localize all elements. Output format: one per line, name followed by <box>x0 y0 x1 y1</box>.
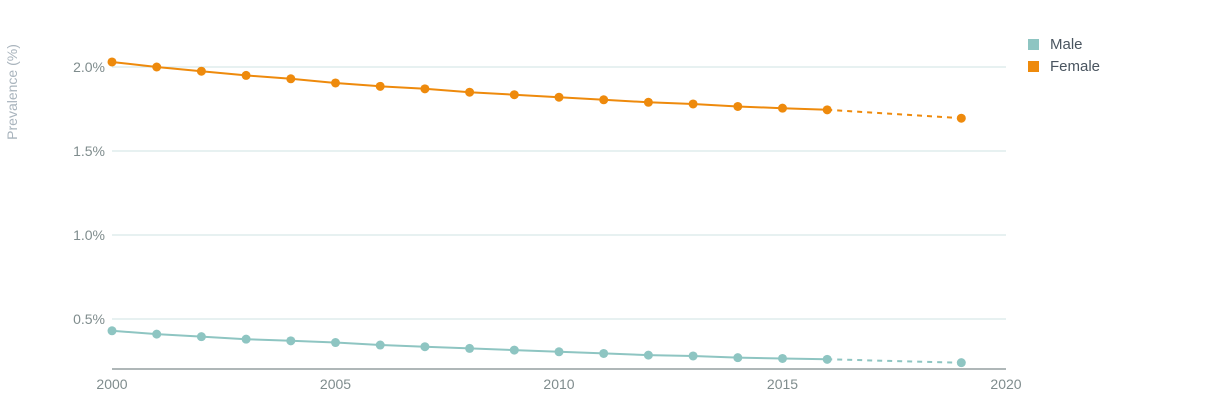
y-tick-label: 1.0% <box>73 227 105 243</box>
data-point-male[interactable] <box>822 354 832 364</box>
y-tick-label: 2.0% <box>73 59 105 75</box>
data-point-male[interactable] <box>152 329 162 339</box>
data-point-female[interactable] <box>956 113 966 123</box>
data-point-female[interactable] <box>465 87 475 97</box>
series-line-female <box>111 61 828 111</box>
data-point-male[interactable] <box>956 358 966 368</box>
legend-label-male: Male <box>1050 35 1083 53</box>
legend-item-male[interactable]: Male <box>1028 33 1100 55</box>
y-tick-label: 1.5% <box>73 143 105 159</box>
data-point-male[interactable] <box>733 353 743 363</box>
data-point-female[interactable] <box>733 101 743 111</box>
data-point-female[interactable] <box>286 74 296 84</box>
data-point-male[interactable] <box>420 342 430 352</box>
data-point-male[interactable] <box>554 347 564 357</box>
x-tick-label: 2020 <box>990 376 1021 392</box>
data-point-male[interactable] <box>509 345 519 355</box>
data-point-female[interactable] <box>778 103 787 113</box>
x-tick-label: 2005 <box>320 376 351 392</box>
data-point-female[interactable] <box>107 57 117 67</box>
data-point-female[interactable] <box>196 66 206 76</box>
legend-item-female[interactable]: Female <box>1028 55 1100 77</box>
data-point-male[interactable] <box>286 336 296 346</box>
data-point-male[interactable] <box>778 353 787 363</box>
data-point-male[interactable] <box>196 332 206 342</box>
data-point-female[interactable] <box>822 105 832 115</box>
data-point-female[interactable] <box>331 78 340 88</box>
legend-swatch-female <box>1028 60 1039 72</box>
data-point-female[interactable] <box>599 95 609 105</box>
data-point-male[interactable] <box>465 343 475 353</box>
data-point-female[interactable] <box>509 90 519 100</box>
data-point-female[interactable] <box>420 84 430 94</box>
data-point-female[interactable] <box>375 81 385 91</box>
legend-swatch-male <box>1028 38 1039 50</box>
x-tick-label: 2010 <box>543 376 574 392</box>
data-point-male[interactable] <box>331 338 340 348</box>
legend: Male Female <box>1028 33 1100 77</box>
x-tick-label: 2000 <box>96 376 127 392</box>
data-point-female[interactable] <box>688 99 698 109</box>
data-point-female[interactable] <box>554 92 564 102</box>
y-tick-label: 0.5% <box>73 311 105 327</box>
data-point-male[interactable] <box>643 350 653 360</box>
legend-label-female: Female <box>1050 57 1101 75</box>
data-point-male[interactable] <box>241 334 251 344</box>
x-tick-label: 2015 <box>767 376 798 392</box>
data-point-male[interactable] <box>107 326 117 336</box>
series-projection-line-male <box>827 358 962 364</box>
series-projection-line-female <box>827 108 962 120</box>
data-point-male[interactable] <box>375 340 385 350</box>
data-point-male[interactable] <box>599 348 609 358</box>
data-point-female[interactable] <box>241 70 251 80</box>
data-point-female[interactable] <box>152 62 162 72</box>
data-point-male[interactable] <box>688 351 698 361</box>
data-point-female[interactable] <box>643 97 653 107</box>
y-axis-label: Prevalence (%) <box>4 44 20 140</box>
